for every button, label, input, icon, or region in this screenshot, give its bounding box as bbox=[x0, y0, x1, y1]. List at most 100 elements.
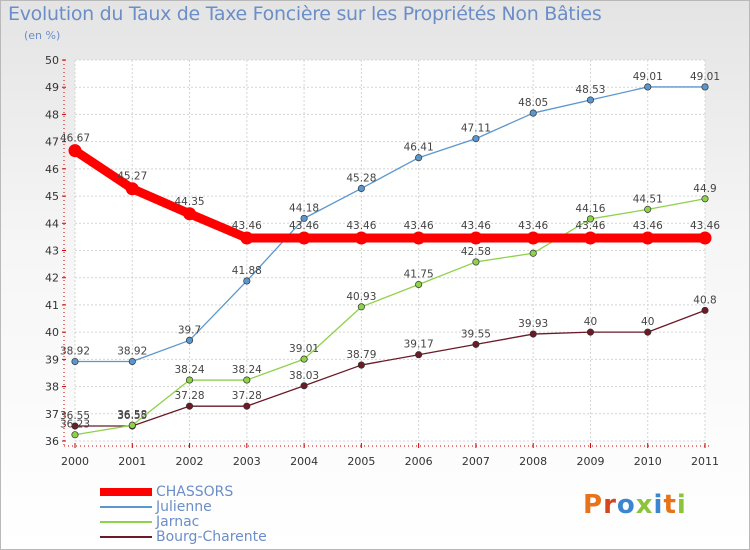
data-point-bourg-charente bbox=[357, 361, 365, 369]
data-label-bourg-charente: 38.03 bbox=[289, 370, 319, 382]
data-point-bourg-charente bbox=[529, 330, 537, 338]
x-tick-label: 2006 bbox=[405, 455, 433, 468]
data-label-julienne: 48.05 bbox=[518, 97, 548, 109]
data-point-jarnac bbox=[243, 376, 251, 384]
series-line-jarnac bbox=[74, 198, 706, 436]
x-tick-label: 2009 bbox=[576, 455, 604, 468]
data-label-chassors: 44.35 bbox=[175, 196, 205, 208]
data-label-chassors: 43.46 bbox=[690, 220, 720, 232]
data-label-jarnac: 42.58 bbox=[461, 246, 491, 258]
data-point-julienne bbox=[185, 336, 194, 344]
data-point-chassors bbox=[698, 231, 712, 245]
y-tick-label: 44 bbox=[45, 217, 59, 230]
logo-letter: i bbox=[653, 490, 664, 520]
data-label-jarnac: 40.93 bbox=[346, 291, 376, 303]
data-point-chassors bbox=[183, 207, 197, 221]
data-point-julienne bbox=[529, 109, 537, 117]
data-label-chassors: 43.46 bbox=[404, 220, 434, 232]
data-point-bourg-charente bbox=[415, 351, 423, 359]
data-point-bourg-charente bbox=[243, 402, 251, 410]
data-point-chassors bbox=[583, 231, 597, 245]
logo-letter: r bbox=[603, 490, 617, 520]
data-label-jarnac: 36.58 bbox=[117, 409, 147, 421]
logo-letter: i bbox=[676, 490, 687, 520]
legend-label: Bourg-Charente bbox=[156, 529, 267, 545]
data-label-julienne: 38.92 bbox=[60, 346, 90, 358]
data-point-julienne bbox=[243, 277, 251, 285]
data-label-bourg-charente: 37.28 bbox=[175, 390, 205, 402]
data-point-chassors bbox=[125, 182, 139, 196]
data-point-julienne bbox=[644, 83, 652, 91]
x-tick-label: 2000 bbox=[61, 455, 89, 468]
data-label-julienne: 41.88 bbox=[232, 265, 262, 277]
data-point-chassors bbox=[469, 231, 483, 245]
x-tick-label: 2002 bbox=[176, 455, 204, 468]
data-label-chassors: 43.46 bbox=[633, 220, 663, 232]
data-label-jarnac: 41.75 bbox=[404, 269, 434, 281]
data-point-chassors bbox=[297, 231, 311, 245]
y-tick-label: 37 bbox=[45, 408, 59, 421]
data-point-jarnac bbox=[586, 215, 595, 223]
legend-label: CHASSORS bbox=[156, 484, 234, 500]
data-point-chassors bbox=[412, 231, 426, 245]
y-tick-label: 42 bbox=[45, 272, 59, 285]
data-point-jarnac bbox=[529, 249, 537, 257]
data-point-chassors bbox=[526, 231, 540, 245]
logo-letter: x bbox=[635, 490, 654, 520]
data-label-chassors: 46.67 bbox=[60, 133, 90, 145]
data-label-julienne: 45.28 bbox=[346, 172, 376, 184]
data-point-jarnac bbox=[357, 303, 365, 311]
data-label-chassors: 45.27 bbox=[117, 171, 147, 183]
x-tick-label: 2010 bbox=[634, 455, 662, 468]
data-point-jarnac bbox=[128, 421, 136, 429]
data-label-bourg-charente: 39.93 bbox=[518, 318, 548, 330]
data-label-julienne: 49.01 bbox=[633, 71, 663, 83]
series-line-chassors bbox=[70, 146, 710, 243]
data-label-chassors: 43.46 bbox=[518, 220, 548, 232]
series-line-bourg-charente bbox=[74, 309, 706, 427]
data-point-jarnac bbox=[185, 376, 194, 384]
y-tick-label: 49 bbox=[45, 81, 59, 94]
data-label-bourg-charente: 36.55 bbox=[60, 410, 90, 422]
proxiti-logo: Proxiti bbox=[583, 490, 687, 520]
data-label-bourg-charente: 38.79 bbox=[346, 349, 376, 361]
y-tick-label: 50 bbox=[45, 54, 59, 67]
data-point-bourg-charente bbox=[71, 422, 79, 430]
data-label-julienne: 44.18 bbox=[289, 202, 319, 214]
x-tick-label: 2003 bbox=[233, 455, 261, 468]
data-label-bourg-charente: 40 bbox=[584, 316, 597, 328]
data-label-chassors: 43.46 bbox=[346, 220, 376, 232]
data-label-bourg-charente: 39.55 bbox=[461, 328, 491, 340]
data-point-chassors bbox=[68, 144, 82, 158]
data-label-julienne: 48.53 bbox=[575, 84, 605, 96]
data-point-julienne bbox=[415, 154, 423, 162]
logo-letter: o bbox=[616, 490, 636, 520]
chart-title: Evolution du Taux de Taxe Foncière sur l… bbox=[8, 3, 602, 25]
data-point-julienne bbox=[472, 135, 480, 143]
data-point-julienne bbox=[586, 96, 595, 104]
data-point-bourg-charente bbox=[472, 340, 480, 348]
y-unit-label: (en %) bbox=[24, 29, 61, 42]
legend-swatch bbox=[100, 506, 152, 508]
x-tick-label: 2004 bbox=[290, 455, 318, 468]
x-tick-label: 2011 bbox=[691, 455, 719, 468]
data-point-julienne bbox=[128, 357, 136, 366]
data-point-chassors bbox=[354, 231, 368, 245]
data-label-julienne: 47.11 bbox=[461, 123, 491, 135]
data-point-jarnac bbox=[701, 195, 709, 203]
data-point-julienne bbox=[701, 83, 709, 91]
y-tick-label: 46 bbox=[45, 163, 59, 176]
data-label-julienne: 38.92 bbox=[117, 346, 147, 358]
legend-label: Jarnac bbox=[156, 514, 200, 530]
data-point-jarnac bbox=[300, 355, 308, 363]
data-label-jarnac: 44.16 bbox=[575, 203, 605, 215]
data-label-chassors: 43.46 bbox=[461, 220, 491, 232]
data-point-jarnac bbox=[71, 431, 79, 439]
legend-swatch bbox=[100, 521, 152, 523]
data-label-bourg-charente: 37.28 bbox=[232, 390, 262, 402]
data-label-bourg-charente: 40.8 bbox=[693, 294, 716, 306]
x-tick-label: 2008 bbox=[519, 455, 547, 468]
plot-area bbox=[75, 60, 705, 441]
logo-letter: P bbox=[583, 490, 604, 520]
